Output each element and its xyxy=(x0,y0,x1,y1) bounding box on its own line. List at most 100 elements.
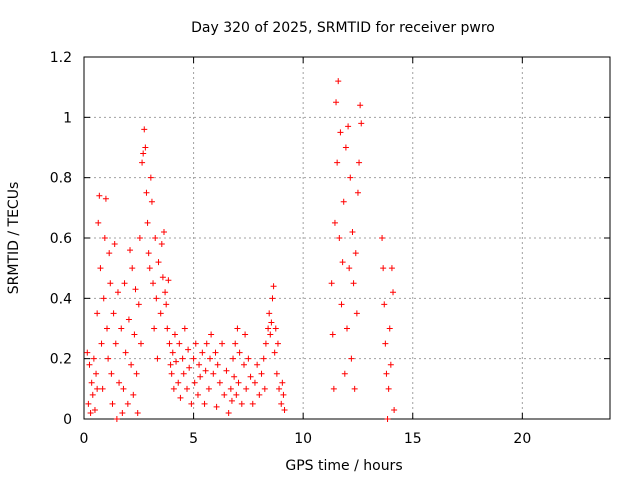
data-point xyxy=(188,400,195,407)
data-point xyxy=(350,280,357,287)
data-point xyxy=(269,295,276,302)
y-tick-label: 0.6 xyxy=(50,231,72,247)
data-point xyxy=(133,370,140,377)
data-point xyxy=(163,301,170,308)
y-tick-label: 1.2 xyxy=(50,50,72,66)
data-point xyxy=(276,385,283,392)
data-point xyxy=(203,340,210,347)
data-point xyxy=(139,159,146,166)
data-point xyxy=(214,361,221,368)
data-point xyxy=(281,406,288,413)
data-point xyxy=(168,370,175,377)
data-point xyxy=(254,361,261,368)
data-point xyxy=(140,150,147,157)
data-point xyxy=(270,283,277,290)
data-point xyxy=(145,250,152,257)
data-point xyxy=(105,355,112,362)
data-point xyxy=(349,228,356,235)
data-point xyxy=(221,391,228,398)
data-point xyxy=(256,391,263,398)
data-point xyxy=(384,416,391,422)
tick-labels: 0 5 10 15 20 0 0.2 0.4 0.6 0.8 1 1.2 xyxy=(50,50,532,447)
data-point xyxy=(192,340,199,347)
data-points xyxy=(84,78,398,422)
data-point xyxy=(243,385,250,392)
data-point xyxy=(205,385,212,392)
data-point xyxy=(353,310,360,317)
data-point xyxy=(93,370,100,377)
data-point xyxy=(137,340,144,347)
data-point xyxy=(344,325,350,332)
data-point xyxy=(122,349,129,356)
data-point xyxy=(90,355,97,362)
data-point xyxy=(230,355,237,362)
data-point xyxy=(273,370,280,377)
data-point xyxy=(267,331,274,338)
data-point xyxy=(130,391,137,398)
data-point xyxy=(390,289,397,296)
data-point xyxy=(233,391,240,398)
data-point xyxy=(238,400,245,407)
y-axis-label: SRMTID / TECUs xyxy=(6,182,22,295)
data-point xyxy=(219,340,226,347)
data-point xyxy=(347,174,354,181)
data-point xyxy=(173,358,180,365)
data-point xyxy=(158,241,165,248)
data-point xyxy=(107,280,114,287)
data-point xyxy=(333,99,340,106)
data-point xyxy=(160,228,167,235)
data-point xyxy=(180,370,187,377)
data-point xyxy=(199,349,206,356)
data-point xyxy=(225,409,232,416)
data-point xyxy=(185,346,192,353)
data-point xyxy=(162,289,169,296)
data-point xyxy=(227,385,234,392)
data-point xyxy=(278,400,285,407)
data-point xyxy=(251,379,258,386)
data-point xyxy=(152,235,159,241)
data-point xyxy=(179,355,186,362)
data-point xyxy=(247,373,254,380)
data-point xyxy=(98,340,105,347)
data-point xyxy=(143,189,150,196)
data-point xyxy=(171,331,178,338)
data-point xyxy=(155,259,162,266)
data-point xyxy=(232,340,239,347)
chart-title: Day 320 of 2025, SRMTID for receiver pwr… xyxy=(191,20,495,36)
data-point xyxy=(99,385,106,392)
data-point xyxy=(261,385,268,392)
data-point xyxy=(116,379,123,386)
data-point xyxy=(231,373,238,380)
data-point xyxy=(207,355,214,362)
data-point xyxy=(176,340,183,347)
data-point xyxy=(91,406,98,413)
data-point xyxy=(85,400,92,407)
data-point xyxy=(94,310,101,317)
data-point xyxy=(165,277,172,284)
data-point xyxy=(340,198,347,205)
data-point xyxy=(154,355,161,362)
data-point xyxy=(358,120,365,127)
data-point xyxy=(113,416,120,422)
data-point xyxy=(228,397,235,404)
data-point xyxy=(109,400,116,407)
plot-frame xyxy=(83,56,611,420)
data-point xyxy=(125,316,132,323)
data-point xyxy=(337,129,344,136)
data-point xyxy=(111,241,118,248)
data-point xyxy=(148,198,155,205)
data-point xyxy=(338,301,345,308)
grid-lines xyxy=(84,57,610,419)
data-point xyxy=(386,325,393,332)
x-axis-label: GPS time / hours xyxy=(285,458,402,474)
data-point xyxy=(191,379,198,386)
data-point xyxy=(132,286,139,293)
data-point xyxy=(356,159,363,166)
data-point xyxy=(213,403,220,410)
data-point xyxy=(142,144,149,151)
data-point xyxy=(280,391,287,398)
data-point xyxy=(279,379,286,386)
data-point xyxy=(110,310,117,317)
data-point xyxy=(120,385,127,392)
data-point xyxy=(159,274,166,281)
